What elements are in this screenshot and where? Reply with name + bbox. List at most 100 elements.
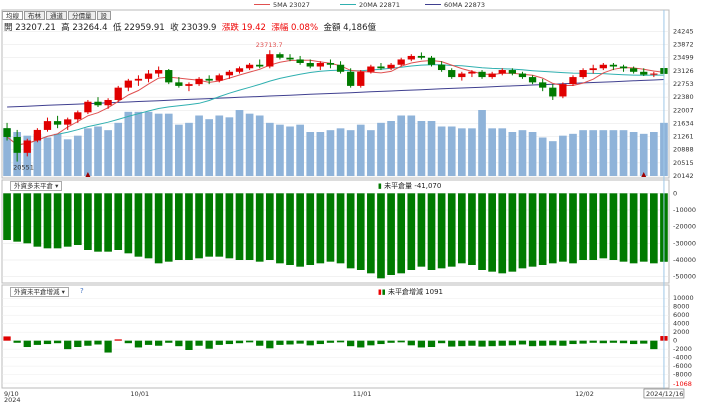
volume-bar: [124, 111, 133, 176]
candle-body: [528, 77, 537, 83]
candle-body: [316, 62, 324, 67]
price-tick-label: 23499: [673, 54, 694, 62]
volume-bar: [427, 121, 436, 176]
volume-bar: [417, 121, 426, 176]
change-tick-label: 2000: [673, 328, 690, 336]
volume-bar: [387, 121, 395, 176]
oi-bar: [296, 193, 304, 267]
change-bar: [508, 340, 516, 346]
change-bar: [468, 340, 476, 346]
candle-body: [43, 121, 52, 130]
panel-frame-2: [1, 179, 670, 284]
oi-bar: [245, 193, 254, 260]
change-extreme-label: -1068: [673, 380, 692, 388]
volume-bar: [377, 122, 385, 176]
price-tick-label: 20515: [673, 159, 694, 167]
volume-bar: [276, 124, 284, 176]
high-annotation: 23713.7: [256, 41, 283, 49]
change-bar: [256, 340, 264, 346]
volume-bar: [235, 110, 244, 176]
change-bar: [397, 340, 405, 343]
candle-body: [3, 128, 11, 137]
candle-body: [326, 62, 335, 65]
tab-bollinger[interactable]: 布林: [24, 11, 45, 20]
change-bar: [134, 340, 143, 348]
volume-bar: [488, 128, 496, 176]
ohlc-info: 開 23207.21 高 23264.4 低 22959.91 收 23039.…: [4, 21, 376, 33]
candle-body: [458, 73, 466, 78]
x-label: 11/01: [353, 390, 372, 398]
candle-body: [155, 70, 163, 74]
volume-bar: [225, 117, 234, 176]
change-bar: [195, 340, 203, 346]
oi-bar: [417, 193, 426, 267]
volume-bar: [326, 130, 335, 176]
change-bar: [104, 340, 112, 353]
oi-bar: [3, 193, 11, 240]
change-bar: [245, 340, 254, 343]
volume-bar: [245, 113, 254, 176]
tab-channel[interactable]: 通道: [46, 11, 67, 20]
candle-body: [53, 121, 62, 125]
panel3-readout-text: 未平倉增減 1091: [387, 288, 443, 296]
legend-ma20: 20MA 22871: [340, 0, 400, 9]
oi-bar: [43, 193, 52, 249]
candle-body: [569, 77, 577, 85]
oi-bar: [286, 193, 294, 265]
oi-tick-label: -40000: [673, 256, 696, 264]
change-bar: [165, 340, 173, 343]
change-pct-value: 漲幅 0.08%: [271, 23, 319, 33]
panel3-selector[interactable]: 外資未平倉增減 ▾: [10, 287, 69, 297]
oi-bar: [579, 193, 587, 260]
volume-bar: [255, 115, 264, 176]
oi-bar: [478, 193, 486, 270]
candle-body: [640, 71, 648, 75]
candle-body: [306, 62, 314, 67]
change-bar: [155, 340, 163, 346]
candle-body: [266, 54, 274, 67]
amount-value: 金額 4,186億: [323, 23, 376, 33]
tab-price-volume[interactable]: 分價量: [68, 11, 96, 20]
volume-bar: [599, 130, 608, 176]
oi-bar: [225, 193, 234, 259]
oi-bar: [548, 193, 557, 264]
candle-body: [468, 71, 476, 74]
volume-bar: [306, 132, 315, 176]
oi-bar: [508, 193, 517, 272]
change-bar: [114, 339, 122, 341]
ma5-line: [6, 59, 664, 146]
toolbar-tabs: 均線 布林 通道 分價量 設: [2, 11, 112, 20]
volume-bar: [215, 115, 224, 176]
candle-body: [650, 73, 658, 75]
volume-bar: [3, 128, 11, 176]
panel3-help-icon[interactable]: ?: [80, 287, 84, 295]
price-tick-label: 20142: [673, 172, 694, 180]
change-bar: [357, 340, 365, 348]
oi-bar: [195, 193, 203, 259]
oi-bar: [94, 193, 102, 252]
oi-bar: [175, 193, 183, 260]
volume-bar: [185, 122, 193, 176]
change-bar: [53, 340, 62, 344]
candle-body: [205, 78, 213, 81]
change-bar: [367, 340, 375, 346]
tab-settings[interactable]: 設: [96, 11, 111, 20]
panel2-selector[interactable]: 外資多未平倉 ▾: [10, 181, 63, 191]
volume-bar: [164, 113, 173, 176]
oi-bar: [114, 193, 123, 250]
legend-ma20-label: 20MA 22871: [359, 0, 401, 9]
crosshair-date-box: [643, 388, 685, 399]
oi-bar: [316, 193, 325, 264]
volume-bar: [528, 132, 537, 176]
volume-bar: [296, 124, 304, 176]
change-tick-label: -4000: [673, 354, 692, 362]
change-tick-label: -2000: [673, 345, 692, 353]
volume-bar: [195, 115, 203, 176]
oi-bar: [265, 193, 274, 260]
oi-bar: [306, 193, 315, 265]
volume-bar: [508, 132, 517, 176]
change-bar: [286, 340, 294, 345]
oi-bar: [215, 193, 224, 257]
oi-bar: [457, 193, 466, 264]
